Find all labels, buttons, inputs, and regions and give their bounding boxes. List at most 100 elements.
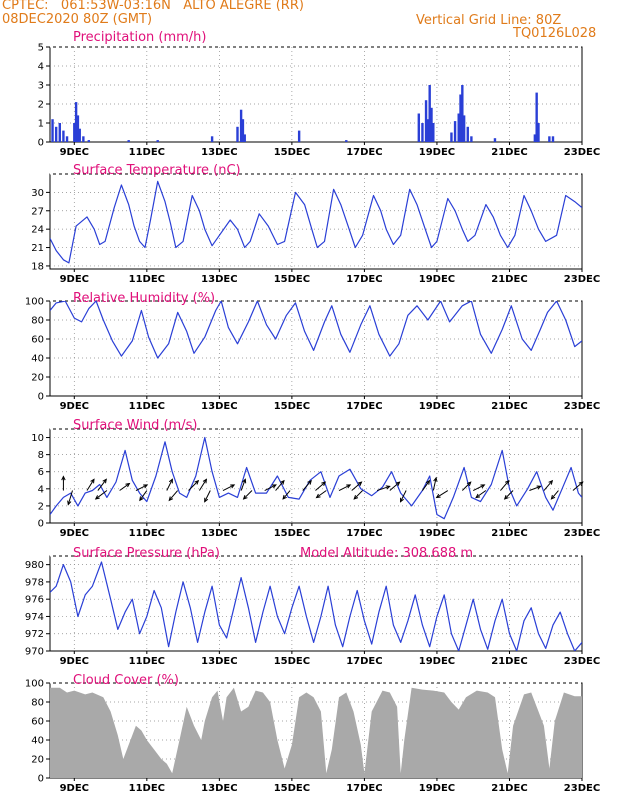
precip-ytick-label: 3 <box>38 81 44 92</box>
precip-bar-15 <box>239 109 243 142</box>
pres-xtick-label: 13DEC <box>201 656 237 667</box>
rh-ytick-label: 20 <box>31 373 44 384</box>
wind-xtick-label: 13DEC <box>201 528 237 539</box>
precip-bar-29 <box>457 113 460 142</box>
cloud-xtick-label: 11DEC <box>129 783 165 794</box>
wind-wind-arrow-6 <box>135 484 149 491</box>
precip-bar-28 <box>453 121 457 142</box>
wind-wind-arrow-24 <box>353 490 363 500</box>
wind-wind-arrow-23 <box>351 481 363 491</box>
temp-xtick-label: 19DEC <box>419 274 455 285</box>
pres-xtick-label: 23DEC <box>564 656 600 667</box>
wind-wind-arrow-17 <box>275 479 285 491</box>
precip-bar-3 <box>62 130 65 142</box>
pres-ytick-label: 976 <box>25 595 44 606</box>
wind-wind-arrow-39 <box>572 481 584 491</box>
precip-xtick-label: 9DEC <box>60 147 89 158</box>
wind-xtick-label: 17DEC <box>346 528 382 539</box>
wind-wind-arrow-14 <box>240 478 247 491</box>
temp-xtick-label: 9DEC <box>60 274 89 285</box>
precip-bar-16 <box>241 119 245 142</box>
precip-bar-22 <box>424 100 428 142</box>
temp-ytick-label: 18 <box>31 261 44 272</box>
header-line1-right: Vertical Grid Line: 80Z <box>416 13 562 28</box>
precip-bar-25 <box>430 107 433 142</box>
wind-wind-arrow-25 <box>376 485 391 492</box>
precip-bar-30 <box>459 94 462 142</box>
pres-xtick-label: 9DEC <box>60 656 89 667</box>
precip-xtick-label: 19DEC <box>419 147 455 158</box>
wind-wind-arrow-32 <box>472 484 486 491</box>
wind-ytick-label: 10 <box>31 433 44 444</box>
wind-ytick-label: 6 <box>38 467 44 478</box>
wind-wind-arrow-38 <box>550 490 559 500</box>
wind-xtick-label: 21DEC <box>491 528 527 539</box>
precip-xtick-label: 15DEC <box>274 147 310 158</box>
rh-xtick-label: 19DEC <box>419 401 455 412</box>
cloud-xtick-label: 9DEC <box>60 783 89 794</box>
precip-ytick-label: 4 <box>38 62 44 73</box>
cloud-area <box>50 687 582 778</box>
precip-xtick-label: 21DEC <box>491 147 527 158</box>
cloud-ytick-label: 80 <box>31 698 44 709</box>
precip-bar-33 <box>466 126 469 142</box>
cloud-xtick-label: 21DEC <box>491 783 527 794</box>
precip-bar-12 <box>156 140 159 142</box>
wind-wind-arrow-26 <box>389 481 401 491</box>
pres-xtick-label: 15DEC <box>274 656 310 667</box>
precip-bar-5 <box>73 123 76 142</box>
precip-bar-36 <box>533 134 537 142</box>
precip-bar-8 <box>78 128 81 142</box>
rh-ytick-label: 0 <box>38 392 44 403</box>
wind-wind-arrow-18 <box>282 490 291 500</box>
pres-ytick-label: 970 <box>25 647 44 658</box>
wind-wind-arrow-37 <box>543 479 554 491</box>
rh-ytick-label: 60 <box>31 335 44 346</box>
precip-bar-10 <box>87 140 91 142</box>
pres-title: Surface Pressure (hPa) <box>73 546 220 561</box>
pres-xtick-label: 11DEC <box>129 656 165 667</box>
wind-wind-arrow-2 <box>86 478 95 491</box>
wind-wind-arrow-7 <box>139 490 148 502</box>
temp-series-line <box>50 180 582 264</box>
precip-bar-0 <box>51 119 54 142</box>
wind-wind-arrow-21 <box>315 490 327 499</box>
temp-ytick-label: 24 <box>31 225 44 236</box>
pres-series-line <box>50 561 582 651</box>
precip-bar-13 <box>210 136 214 142</box>
wind-wind-arrow-33 <box>475 490 487 499</box>
rh-xtick-label: 9DEC <box>60 401 89 412</box>
rh-series-line <box>50 301 582 359</box>
wind-series-line <box>50 436 582 520</box>
temp-xtick-label: 17DEC <box>346 274 382 285</box>
precip-bar-31 <box>461 85 464 142</box>
temp-ytick-label: 27 <box>31 206 44 217</box>
precip-bar-38 <box>537 123 540 142</box>
precip-bar-35 <box>493 138 497 142</box>
wind-wind-arrow-31 <box>461 481 472 491</box>
precip-bar-6 <box>74 102 78 142</box>
header-line2-left: 08DEC2020 80Z (GMT) <box>2 12 153 27</box>
header-line1-left: CPTEC: 061:53W-03:16N ALTO ALEGRE (RR) <box>2 0 304 13</box>
cloud-xtick-label: 19DEC <box>419 783 455 794</box>
wind-ytick-label: 2 <box>38 501 44 512</box>
temp-ytick-label: 30 <box>31 188 44 199</box>
temp-xtick-label: 23DEC <box>564 274 600 285</box>
wind-wind-arrow-35 <box>503 490 514 500</box>
precip-bar-23 <box>426 119 430 142</box>
precip-bar-26 <box>432 123 435 142</box>
temp-ytick-label: 21 <box>31 243 44 254</box>
precip-bar-9 <box>82 136 85 142</box>
wind-wind-arrow-8 <box>166 478 173 491</box>
precip-bar-24 <box>428 85 431 142</box>
wind-wind-arrow-22 <box>338 484 352 491</box>
pres-subtitle: Model Altitude: 308.688 m <box>300 546 473 561</box>
wind-wind-arrow-5 <box>119 482 131 491</box>
pres-ytick-label: 980 <box>25 560 44 571</box>
wind-wind-arrow-10 <box>188 479 200 491</box>
precip-xtick-label: 11DEC <box>129 147 165 158</box>
cloud-xtick-label: 23DEC <box>564 783 600 794</box>
cloud-ytick-label: 60 <box>31 717 44 728</box>
wind-wind-arrow-9 <box>168 490 179 502</box>
